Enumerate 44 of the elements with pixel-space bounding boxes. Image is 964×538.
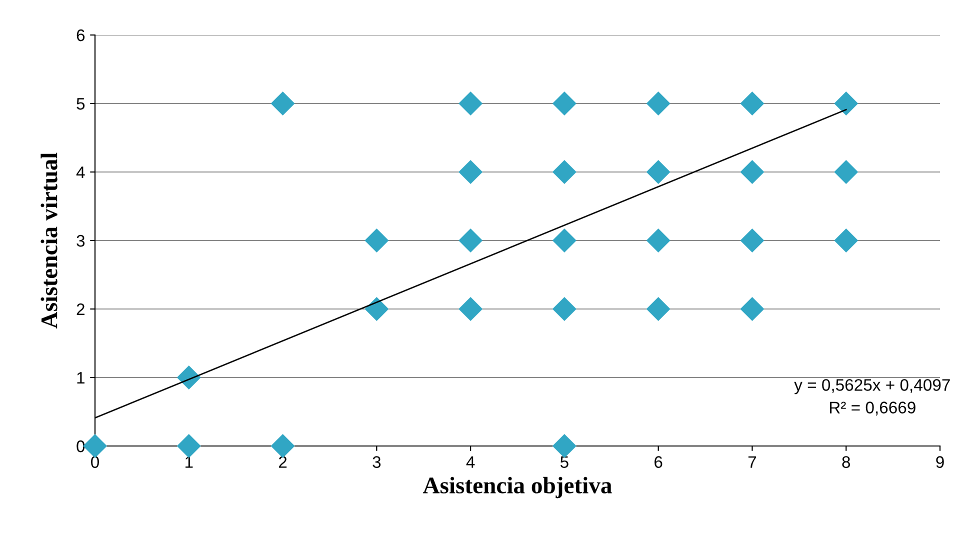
y-tick-label: 0 [76,440,85,452]
point [552,160,576,184]
y-axis-title: Asistencia virtual [40,152,58,328]
point [834,91,858,116]
point [458,160,483,184]
point [646,160,670,184]
x-tick-label: 7 [748,456,756,468]
x-tick-label: 1 [186,456,193,468]
y-tick-label: 6 [76,29,85,42]
point [458,296,483,322]
x-tick-label: 3 [372,456,381,468]
y-tick-label: 1 [77,372,84,384]
point [176,434,201,458]
annotation: y = 0,5625x + 0,4097 [794,379,950,394]
x-tick-label: 8 [842,456,850,468]
point [646,91,670,116]
annotation: R² = 0,6669 [830,402,916,416]
point [552,296,576,322]
point [646,296,670,322]
point [270,91,295,116]
x-tick-label: 6 [654,456,662,468]
y-tick-label: 5 [76,98,85,110]
point [834,160,858,184]
x-tick-label: 9 [936,456,944,468]
point [740,91,764,116]
point [834,228,858,253]
point [364,296,389,322]
point [552,91,576,116]
point [82,434,108,458]
point [458,228,483,253]
point [740,296,764,322]
y-tick-label: 3 [76,234,85,247]
x-tick-label: 4 [466,456,475,468]
point [458,91,483,116]
point [740,160,764,184]
y-tick-label: 4 [76,166,85,178]
point [740,228,764,253]
y-tick-label: 2 [76,303,84,316]
point [364,228,389,253]
point [176,365,201,390]
x-axis-title: Asistencia objetiva [422,476,612,498]
x-tick-label: 5 [560,456,568,468]
point [552,228,576,253]
point [646,228,670,253]
